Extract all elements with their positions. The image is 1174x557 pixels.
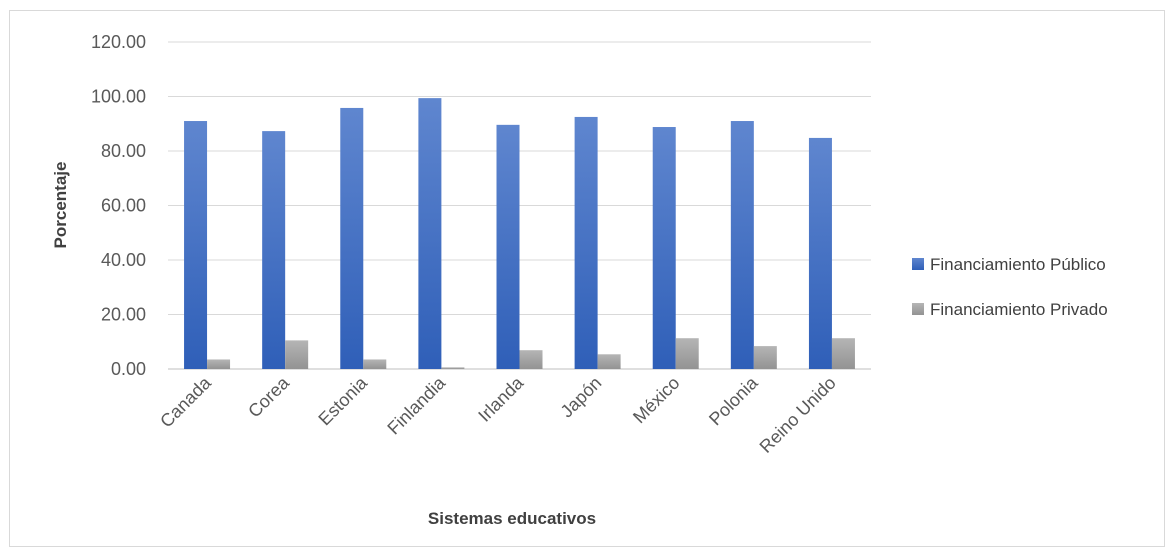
- bar-financiamiento-publico: [262, 131, 286, 369]
- x-tick-label: Corea: [244, 372, 294, 422]
- bar-financiamiento-privado: [675, 338, 699, 369]
- bar-financiamiento-publico: [808, 137, 832, 369]
- y-tick-label: 120.00: [91, 32, 146, 52]
- y-axis-ticks: 0.00 20.00 40.00 60.00 80.00 100.00 120.00: [91, 32, 146, 379]
- x-tick-label: Finlandia: [383, 372, 449, 438]
- y-tick-label: 60.00: [101, 196, 146, 216]
- x-tick-label: Irlanda: [474, 372, 528, 426]
- x-tick-label: Canada: [156, 372, 215, 431]
- legend-swatch-public: [912, 258, 924, 270]
- x-tick-label: México: [629, 373, 683, 427]
- bar-financiamiento-publico: [496, 124, 520, 369]
- bar-financiamiento-publico: [730, 121, 754, 370]
- x-tick-label: Reino Unido: [756, 373, 840, 457]
- bar-financiamiento-privado: [363, 359, 387, 369]
- bar-financiamiento-privado: [207, 359, 231, 369]
- y-axis-title: Porcentaje: [51, 162, 70, 249]
- legend-label-public: Financiamiento Público: [930, 255, 1106, 274]
- x-tick-label: Polonia: [705, 372, 762, 429]
- bar-financiamiento-publico: [652, 127, 676, 370]
- legend-label-private: Financiamiento Privado: [930, 300, 1108, 319]
- legend: Financiamiento Público Financiamiento Pr…: [912, 255, 1108, 319]
- y-tick-label: 100.00: [91, 87, 146, 107]
- legend-item-private: Financiamiento Privado: [912, 300, 1108, 319]
- x-tick-label: Estonia: [315, 372, 372, 429]
- x-axis-title: Sistemas educativos: [428, 509, 596, 528]
- legend-swatch-private: [912, 303, 924, 315]
- bar-financiamiento-privado: [597, 354, 621, 369]
- y-tick-label: 80.00: [101, 141, 146, 161]
- y-tick-label: 0.00: [111, 359, 146, 379]
- legend-item-public: Financiamiento Público: [912, 255, 1106, 274]
- x-tick-label: Japón: [557, 373, 606, 422]
- bar-financiamiento-privado: [285, 340, 309, 369]
- y-tick-label: 40.00: [101, 250, 146, 270]
- bar-financiamiento-privado: [441, 367, 465, 369]
- bar-financiamiento-publico: [574, 116, 598, 369]
- bar-financiamiento-publico: [340, 107, 364, 369]
- x-axis-ticks: Canada Corea Estonia Finlandia Irlanda Japón M…: [156, 372, 840, 457]
- bar-financiamiento-publico: [418, 98, 442, 369]
- y-tick-label: 20.00: [101, 305, 146, 325]
- bar-financiamiento-privado: [753, 346, 777, 369]
- bar-financiamiento-privado: [519, 350, 543, 369]
- bar-financiamiento-publico: [184, 121, 208, 370]
- bars: [184, 98, 855, 370]
- bar-financiamiento-privado: [831, 338, 855, 369]
